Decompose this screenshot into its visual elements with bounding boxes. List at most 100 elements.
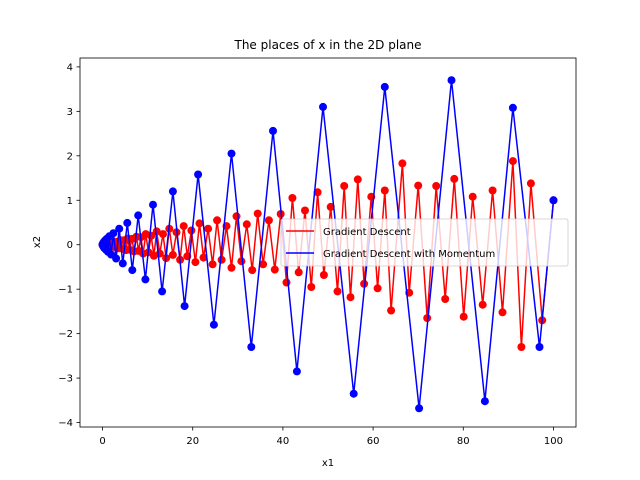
data-point-gradient-descent (195, 219, 204, 228)
data-point-gradient-descent (478, 300, 487, 309)
x-tick-label: 100 (544, 436, 563, 447)
data-point-gradient-descent (152, 227, 161, 236)
series-gradient-descent-with-momentum (98, 76, 558, 413)
x-tick-label: 20 (186, 436, 199, 447)
data-point-gradient-descent (227, 263, 236, 272)
legend-label-momentum: Gradient Descent with Momentum (323, 249, 495, 260)
data-point-gradient-descent (159, 230, 167, 239)
x-tick-label: 0 (99, 436, 105, 447)
data-point-gradient-descent-with-momentum (180, 302, 189, 311)
data-point-gradient-descent (488, 186, 497, 195)
data-point-gradient-descent (208, 260, 217, 269)
data-point-gradient-descent-with-momentum (380, 82, 389, 91)
data-point-gradient-descent (204, 224, 213, 233)
data-point-gradient-descent (346, 293, 355, 302)
legend: Gradient Descent Gradient Descent with M… (280, 218, 569, 267)
data-point-gradient-descent (232, 212, 241, 221)
y-tick-label: −4 (58, 418, 73, 429)
x-tick-label: 80 (457, 436, 470, 447)
data-point-gradient-descent-with-momentum (158, 287, 167, 296)
data-point-gradient-descent (333, 287, 342, 296)
data-point-gradient-descent-with-momentum (209, 320, 218, 329)
data-point-gradient-descent (187, 226, 196, 235)
data-point-gradient-descent-with-momentum (149, 200, 157, 209)
y-tick-label: 4 (67, 62, 73, 73)
y-tick-label: −3 (58, 374, 73, 385)
data-point-gradient-descent-with-momentum (115, 224, 124, 233)
data-point-gradient-descent-with-momentum (118, 259, 127, 268)
data-point-gradient-descent (242, 220, 251, 229)
y-tick-label: 1 (67, 196, 73, 207)
data-point-gradient-descent (288, 194, 297, 202)
data-point-gradient-descent (259, 260, 268, 269)
data-point-gradient-descent (237, 257, 246, 266)
data-point-gradient-descent (398, 159, 407, 168)
data-point-gradient-descent-with-momentum (292, 367, 301, 376)
data-point-gradient-descent (340, 182, 349, 190)
y-tick-label: 0 (67, 240, 73, 251)
data-point-gradient-descent-with-momentum (269, 126, 277, 135)
data-point-gradient-descent (294, 268, 303, 277)
data-point-gradient-descent-with-momentum (508, 103, 517, 112)
chart-title: The places of x in the 2D plane (233, 38, 421, 52)
data-point-gradient-descent (432, 182, 441, 190)
data-point-gradient-descent (217, 255, 226, 264)
data-point-gradient-descent (301, 206, 309, 215)
data-point-gradient-descent-with-momentum (549, 196, 558, 205)
data-point-gradient-descent (326, 202, 335, 211)
x-tick-label: 40 (277, 436, 290, 447)
data-point-gradient-descent-with-momentum (227, 149, 236, 158)
data-point-gradient-descent (313, 188, 322, 197)
data-point-gradient-descent (168, 250, 177, 259)
legend-label-gradient-descent: Gradient Descent (323, 227, 411, 238)
data-point-gradient-descent-with-momentum (535, 343, 544, 351)
data-point-gradient-descent (353, 175, 362, 184)
data-point-gradient-descent-with-momentum (98, 240, 107, 249)
data-point-gradient-descent (179, 222, 188, 231)
y-tick-label: 2 (67, 151, 73, 162)
data-point-gradient-descent (387, 306, 396, 315)
data-point-gradient-descent (380, 186, 389, 195)
x-axis-label: x1 (322, 458, 334, 469)
data-point-gradient-descent (191, 258, 200, 267)
data-point-gradient-descent-with-momentum (128, 266, 137, 275)
data-point-gradient-descent (508, 157, 517, 166)
data-point-gradient-descent-with-momentum (141, 275, 150, 284)
axes-layer: 0 20 40 60 80 100 −4 −3 −2 −1 0 1 2 3 4 (58, 62, 563, 447)
data-point-gradient-descent-with-momentum (168, 187, 177, 196)
data-point-gradient-descent-with-momentum (349, 389, 358, 398)
data-point-gradient-descent (213, 216, 222, 225)
series-layer (98, 76, 558, 413)
plot-frame (79, 57, 577, 428)
x-tick-label: 60 (367, 436, 380, 447)
data-point-gradient-descent-with-momentum (319, 102, 327, 111)
data-point-gradient-descent (423, 314, 432, 323)
data-point-gradient-descent (414, 181, 423, 190)
data-point-gradient-descent (253, 209, 262, 218)
y-tick-label: 3 (67, 107, 73, 118)
data-point-gradient-descent (319, 271, 328, 279)
data-point-gradient-descent-with-momentum (480, 397, 489, 406)
data-point-gradient-descent (517, 343, 526, 351)
data-point-gradient-descent-with-momentum (415, 404, 424, 413)
data-point-gradient-descent (441, 295, 450, 303)
y-tick-label: −2 (58, 329, 73, 340)
data-point-gradient-descent (459, 312, 468, 321)
data-point-gradient-descent (282, 278, 291, 287)
data-point-gradient-descent (264, 216, 273, 225)
data-point-gradient-descent-with-momentum (134, 211, 143, 220)
data-point-gradient-descent (373, 284, 382, 293)
data-point-gradient-descent (270, 265, 279, 274)
data-point-gradient-descent-with-momentum (123, 218, 132, 227)
data-point-gradient-descent-with-momentum (247, 343, 256, 351)
data-point-gradient-descent (248, 266, 257, 275)
data-point-gradient-descent (450, 174, 459, 183)
y-axis-label: x2 (32, 236, 43, 248)
data-point-gradient-descent-with-momentum (194, 170, 203, 179)
data-point-gradient-descent (468, 192, 477, 201)
data-point-gradient-descent (199, 253, 208, 262)
data-point-gradient-descent-with-momentum (447, 76, 456, 85)
legend-box (280, 218, 569, 267)
y-tick-label: −1 (58, 285, 73, 296)
